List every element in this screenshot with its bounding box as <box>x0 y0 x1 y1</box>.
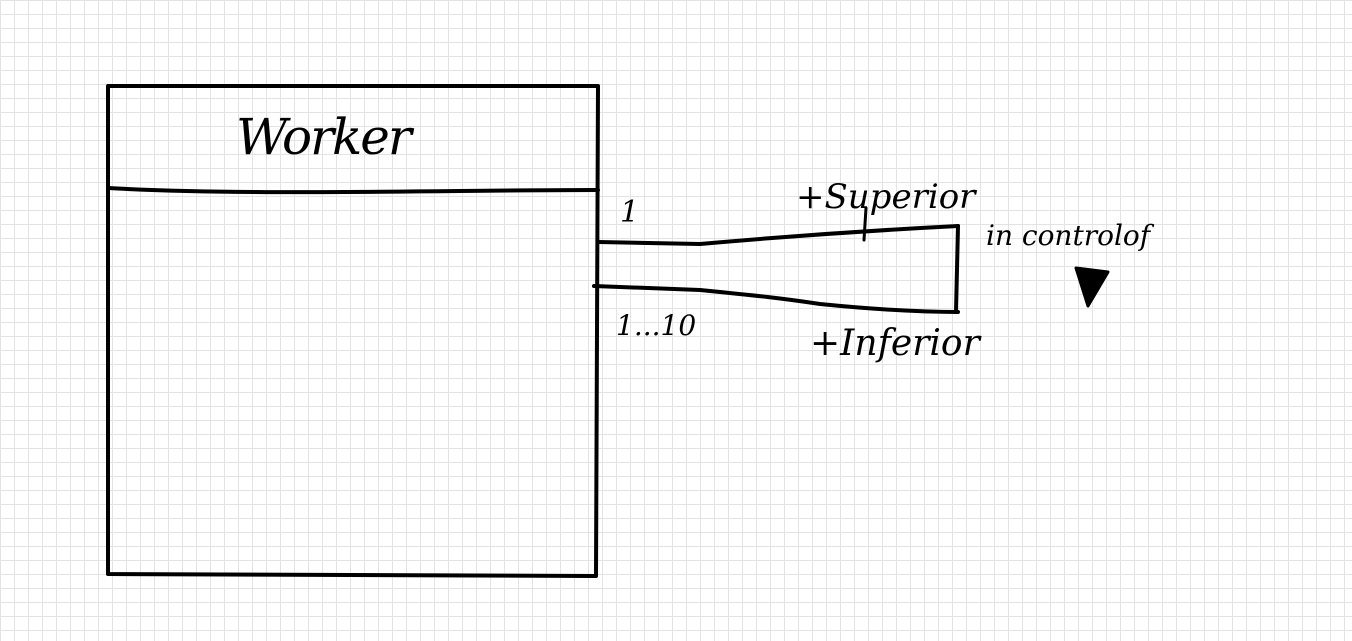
association-line-loop-end <box>954 224 960 314</box>
class-name-divider <box>106 186 600 195</box>
direction-triangle-icon <box>1074 266 1110 308</box>
worker-class-box[interactable] <box>106 84 600 578</box>
role-inferior-label: +Inferior <box>810 323 980 364</box>
association-line-superior[interactable] <box>596 224 960 246</box>
multiplicity-inferior: 1...10 <box>616 309 697 342</box>
multiplicity-superior: 1 <box>620 195 640 230</box>
superior-role-tick <box>862 206 868 242</box>
class-box-outline <box>106 84 600 578</box>
role-superior-label: +Superior <box>796 177 976 217</box>
association-line-inferior[interactable] <box>592 284 960 314</box>
class-name-label: Worker <box>236 108 412 166</box>
association-name-label: in controlof <box>986 219 1151 252</box>
